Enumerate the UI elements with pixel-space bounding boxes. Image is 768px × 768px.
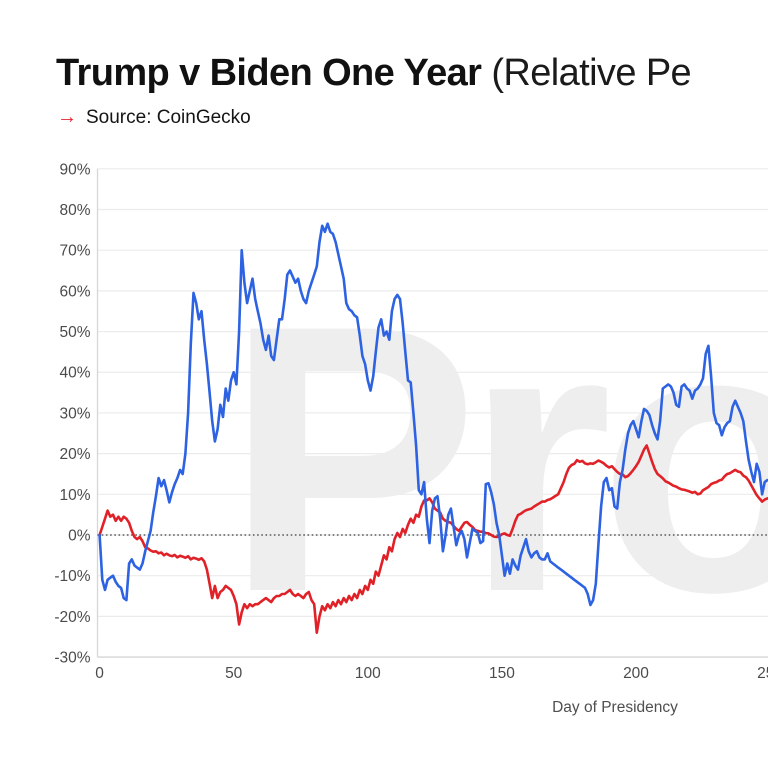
- y-tick-label: 80%: [59, 202, 90, 219]
- chart-title: Trump v Biden One Year (Relative Pe: [56, 52, 692, 95]
- x-tick-label: 250: [757, 665, 768, 682]
- source-line: → Source: CoinGecko: [57, 106, 251, 129]
- y-tick-label: 50%: [59, 324, 90, 341]
- x-tick-label: 0: [95, 665, 104, 682]
- y-tick-label: 70%: [59, 243, 90, 260]
- x-tick-label: 200: [623, 665, 649, 682]
- y-tick-label: 10%: [59, 487, 90, 504]
- y-tick-label: 90%: [59, 161, 90, 178]
- y-tick-label: -10%: [54, 568, 90, 585]
- y-tick-label: 0%: [68, 528, 91, 545]
- y-tick-label: 40%: [59, 365, 90, 382]
- source-label: Source: CoinGecko: [86, 106, 251, 128]
- series-line-biden: [98, 222, 768, 607]
- y-tick-label: -20%: [54, 609, 90, 626]
- x-tick-label: 100: [355, 665, 381, 682]
- y-tick-label: -30%: [54, 650, 90, 667]
- x-tick-label: 50: [225, 665, 243, 682]
- y-tick-label: 30%: [59, 405, 90, 422]
- chart-title-main: Trump v Biden One Year: [56, 52, 482, 94]
- y-tick-label: 20%: [59, 446, 90, 463]
- watermark-text: Protos: [225, 246, 768, 671]
- chart-title-subtitle: (Relative Pe: [481, 52, 692, 94]
- x-tick-label: 150: [489, 665, 515, 682]
- y-tick-label: 60%: [59, 283, 90, 300]
- x-axis-title: Day of Presidency: [552, 699, 678, 716]
- source-arrow-icon: →: [57, 106, 77, 128]
